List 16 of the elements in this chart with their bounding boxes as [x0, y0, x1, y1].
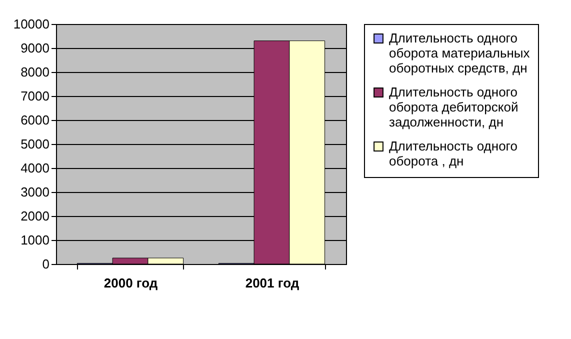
y-tick-label: 0 — [42, 256, 50, 272]
legend-label: Длительность одного оборота материальных оборотных средств, дн — [389, 30, 530, 76]
y-tick-label: 9000 — [20, 40, 50, 56]
legend-label: Длительность одного оборота , дн — [389, 138, 518, 168]
y-tick-label: 4000 — [20, 160, 50, 176]
y-tick-label: 10000 — [13, 16, 50, 32]
y-tick-label: 8000 — [20, 64, 50, 80]
y-tick-label: 3000 — [20, 184, 50, 200]
legend-label: Длительность одного оборота дебиторской задолженности, дн — [389, 84, 518, 130]
x-tick-label: 2000 год — [104, 276, 158, 290]
y-tick-label: 1000 — [20, 232, 50, 248]
y-tick-label: 2000 — [20, 208, 50, 224]
y-tick-label: 7000 — [20, 88, 50, 104]
y-tick-label: 6000 — [20, 112, 50, 128]
y-tick-label: 5000 — [20, 136, 50, 152]
x-tick-label: 2001 год — [245, 276, 300, 290]
